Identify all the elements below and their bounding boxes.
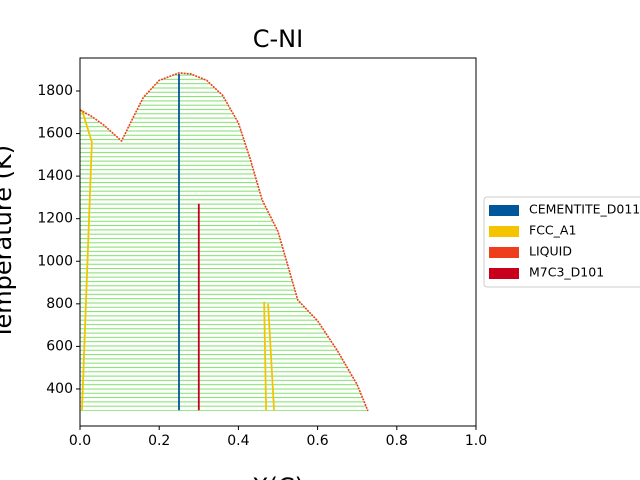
- y-tick-label: 1600: [37, 126, 73, 142]
- legend-box: [483, 196, 640, 288]
- x-tick-label: 1.0: [465, 433, 487, 449]
- legend-swatch: [489, 268, 519, 279]
- legend-label: CEMENTITE_D011: [529, 202, 640, 217]
- y-tick-label: 1800: [37, 83, 73, 99]
- legend-swatch: [489, 247, 519, 258]
- phase-line: [79, 72, 369, 412]
- x-tick-label: 0.0: [69, 433, 91, 449]
- legend-swatch: [489, 226, 519, 237]
- legend-label: FCC_A1: [529, 223, 576, 238]
- chart-title: C-NI: [253, 25, 303, 53]
- y-tick-label: 1400: [37, 168, 73, 184]
- y-tick-label: 1000: [37, 253, 73, 269]
- y-tick-label: 1200: [37, 211, 73, 227]
- y-tick-label: 600: [46, 338, 73, 354]
- tie-line-region: [80, 72, 368, 411]
- plot-frame: [79, 57, 477, 427]
- x-tick-label: 0.4: [227, 433, 249, 449]
- y-tick-label: 400: [46, 381, 73, 397]
- x-tick-label: 0.2: [148, 433, 170, 449]
- legend-label: M7C3_D101: [529, 265, 604, 280]
- y-axis-label: Temperature (K): [0, 145, 17, 340]
- legend-swatch: [489, 205, 519, 216]
- x-axis-label: X(C): [252, 473, 304, 480]
- phase-line: [81, 109, 275, 411]
- x-tick-label: 0.8: [386, 433, 408, 449]
- y-tick-label: 800: [46, 296, 73, 312]
- legend-label: LIQUID: [529, 244, 572, 259]
- x-tick-label: 0.6: [306, 433, 328, 449]
